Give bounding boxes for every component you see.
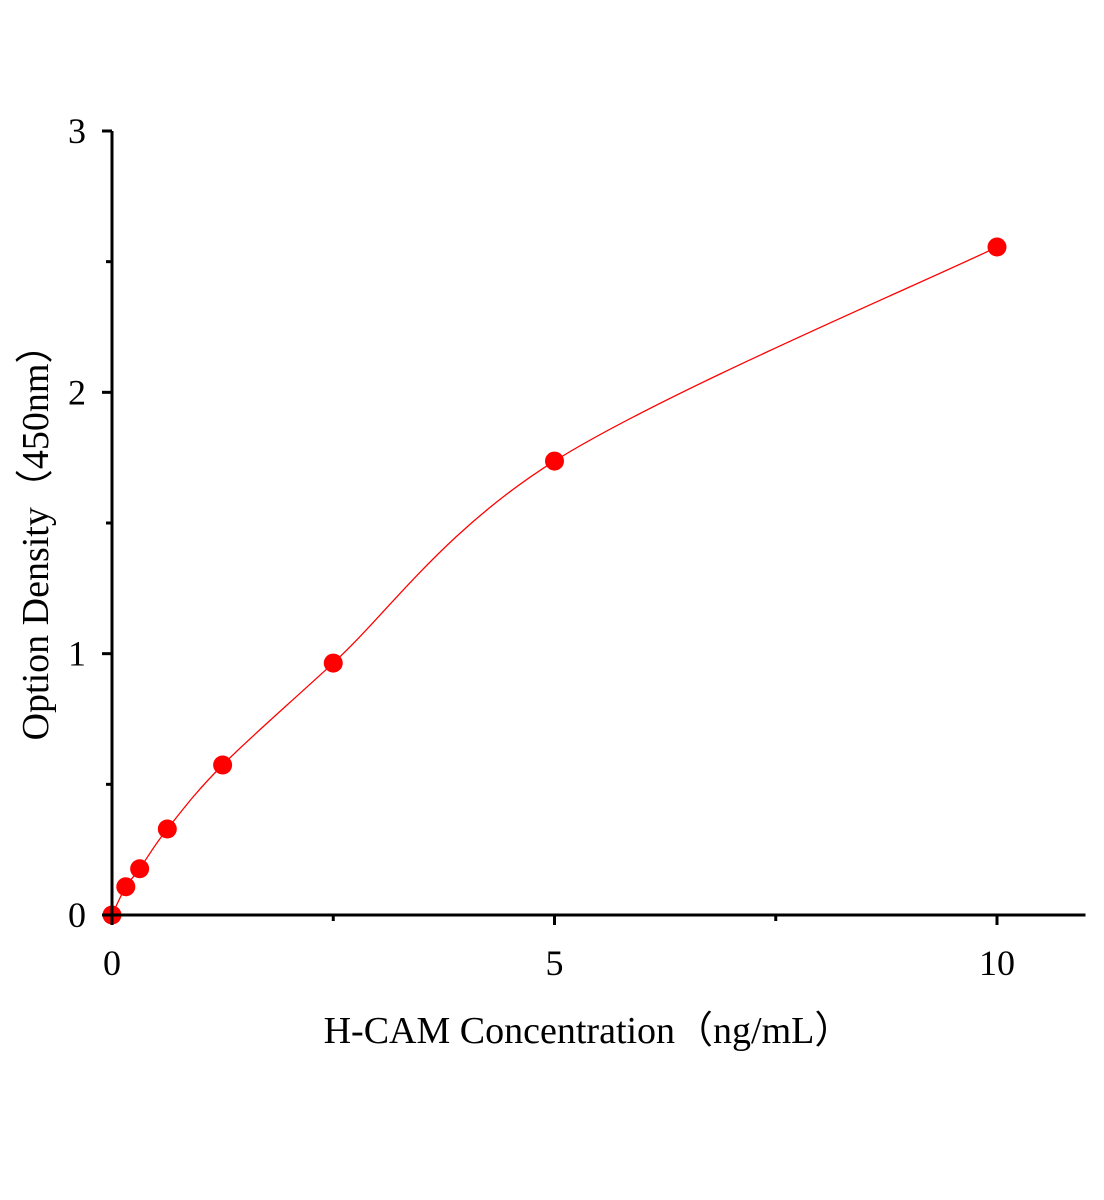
y-tick-label: 0	[68, 895, 86, 935]
data-point	[157, 819, 177, 839]
x-tick-label: 5	[546, 943, 564, 983]
x-tick-label: 0	[103, 943, 121, 983]
fit-curve	[111, 246, 998, 916]
y-tick-label: 2	[68, 372, 86, 412]
x-axis-title: H-CAM Concentration（ng/mL）	[324, 1010, 853, 1052]
data-point	[213, 755, 233, 775]
x-tick-label: 10	[979, 943, 1015, 983]
y-tick-label: 3	[68, 111, 86, 151]
data-point	[116, 877, 136, 897]
data-point	[987, 237, 1007, 257]
y-tick-label: 1	[68, 634, 86, 674]
data-point	[130, 859, 150, 879]
data-point	[323, 653, 343, 673]
data-point	[545, 451, 564, 471]
y-axis-title: Option Density（450nm）	[15, 326, 57, 741]
